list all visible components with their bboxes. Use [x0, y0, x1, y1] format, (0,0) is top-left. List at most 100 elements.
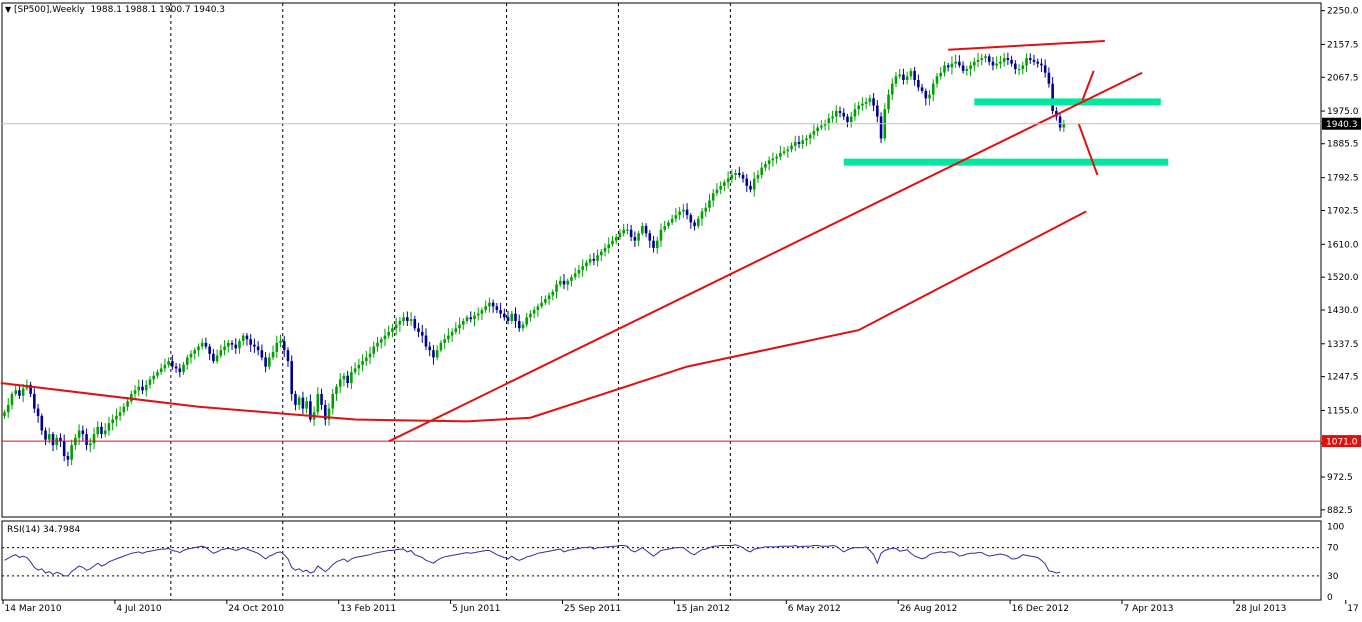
candle-up [365, 357, 368, 362]
rsi-line [4, 544, 1061, 577]
moving-average-curve [0, 210, 1087, 423]
candle-down [204, 342, 208, 347]
candle-up [577, 269, 581, 274]
candle-up [894, 76, 898, 84]
candle-down [141, 386, 144, 391]
candle-up [667, 222, 670, 227]
candle-down [406, 317, 409, 321]
price-tick-label: 1337.5 [1327, 340, 1359, 350]
candle-down [876, 105, 879, 117]
candle-down [249, 339, 252, 345]
candle-down [85, 434, 88, 446]
candle-down [309, 401, 312, 420]
candle-down [749, 185, 752, 190]
price-tick-label: 2067.5 [1327, 73, 1359, 83]
candle-up [779, 153, 782, 157]
candle-up [435, 350, 439, 358]
candle-down [1032, 59, 1036, 62]
level-price-marker: 1071.0 [1326, 438, 1358, 448]
symbol-menu-icon[interactable]: ▼ [5, 5, 12, 14]
candle-up [458, 324, 461, 329]
candle-down [495, 306, 499, 311]
candle-down [1047, 72, 1051, 84]
candle-up [130, 393, 133, 402]
price-tick-label: 1610.0 [1327, 240, 1359, 250]
candle-down [499, 310, 502, 314]
candle-up [655, 240, 659, 248]
candle-up [558, 280, 562, 285]
candle-up [510, 313, 514, 321]
candle-down [592, 258, 596, 261]
candle-down [230, 342, 234, 345]
candle-down [18, 390, 21, 396]
candle-down [506, 317, 510, 321]
candle-down [745, 178, 749, 186]
candle-up [674, 215, 678, 219]
candle-up [3, 412, 6, 416]
candle-up [670, 218, 674, 223]
candle-up [812, 131, 816, 135]
candle-up [771, 158, 775, 161]
rsi-tick-label: 0 [1327, 593, 1333, 603]
candle-up [767, 160, 771, 164]
candle-up [868, 98, 872, 102]
candle-down [469, 317, 473, 320]
candle-down [208, 346, 211, 354]
candle-up [715, 189, 719, 194]
candle-up [96, 426, 100, 435]
candle-up [111, 419, 114, 424]
candle-down [685, 209, 689, 216]
candle-up [525, 317, 528, 325]
candle-down [958, 61, 961, 66]
candle-up [88, 443, 92, 446]
date-tick-label: 13 Feb 2011 [340, 604, 396, 614]
candle-down [81, 430, 85, 435]
candle-down [741, 174, 745, 179]
candle-down [838, 111, 842, 113]
price-tick-label: 1155.0 [1327, 406, 1359, 416]
candle-down [644, 226, 648, 234]
candle-up [450, 331, 454, 336]
candle-up [969, 65, 972, 70]
candle-up [775, 156, 778, 159]
candle-down [178, 368, 182, 373]
date-tick-label: 6 May 2012 [788, 604, 841, 614]
candle-down [1051, 83, 1054, 112]
candle-up [338, 379, 342, 387]
candle-up [786, 149, 790, 152]
candle-up [965, 69, 969, 71]
candle-down [1028, 58, 1032, 60]
candle-down [652, 240, 655, 248]
candle-down [514, 313, 517, 321]
candle-up [973, 61, 976, 66]
date-tick-label: 14 Mar 2010 [5, 604, 62, 614]
candle-up [152, 375, 155, 380]
candle-down [29, 384, 32, 394]
current-price-marker: 1940.3 [1326, 120, 1358, 130]
candle-up [103, 430, 107, 435]
candle-up [723, 182, 726, 186]
candle-up [163, 364, 167, 369]
candle-up [726, 178, 730, 183]
candle-up [864, 101, 868, 104]
candle-up [834, 111, 838, 117]
candle-up [480, 310, 484, 314]
candle-up [764, 163, 767, 168]
candle-up [137, 386, 141, 391]
rsi-title: RSI(14) 34.7984 [7, 525, 80, 536]
candle-up [588, 258, 592, 263]
candle-down [946, 65, 950, 68]
candle-up [682, 209, 685, 212]
candle-up [376, 342, 379, 347]
candle-up [995, 63, 998, 66]
candle-up [92, 434, 96, 444]
candle-up [831, 116, 834, 119]
candle-up [816, 127, 819, 132]
candle-up [107, 423, 111, 431]
candle-up [167, 361, 170, 365]
price-tick-label: 882.5 [1327, 506, 1353, 516]
candle-up [193, 350, 197, 354]
candle-up [607, 244, 611, 248]
candle-down [1058, 116, 1062, 128]
